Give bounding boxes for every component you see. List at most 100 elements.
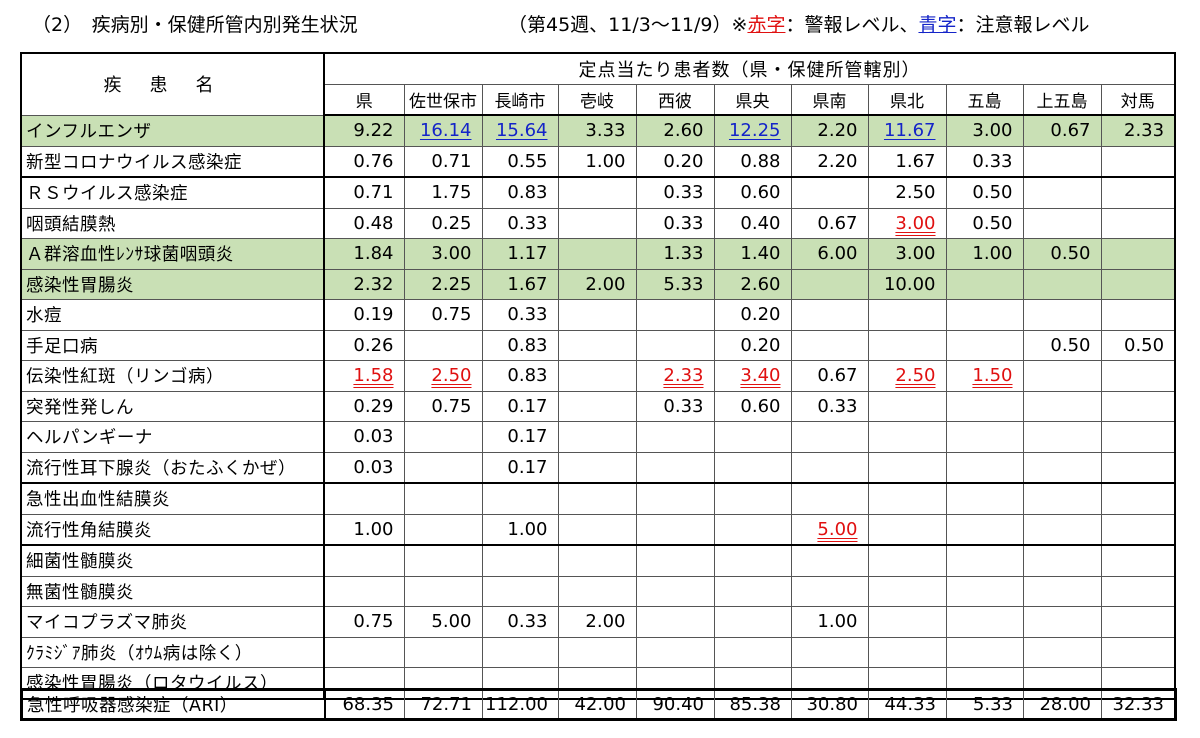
rate-cell [713,513,792,546]
rate-cell [557,513,637,546]
rate-value: 0.75 [431,304,472,326]
disease-row: インフルエンザ 9.22 16.14 15.64 3.33 2.60 12.25 2.20 11… [20,114,1176,147]
rate-cell [1100,360,1176,392]
rate-cell: 0.67 [790,360,869,392]
rate-cell: 2.33 [635,360,715,392]
rate-cell: 1.00 [323,513,405,546]
rate-cell: 0.29 [323,390,405,422]
rate-value: 0.71 [431,150,472,172]
rate-cell [1022,482,1102,515]
rate-cell: 0.33 [635,390,715,422]
rate-value: 0.60 [740,182,781,204]
column-header-row: 県佐世保市 長崎市 壱岐 西彼 県央 県南 県北 五島 上五島 対馬 [21,83,1176,116]
rate-cell [1100,451,1176,484]
rate-cell [1022,176,1102,209]
rate-cell [713,636,792,668]
alarm-value: 1.50 [972,365,1013,387]
rate-cell: 0.60 [713,390,792,422]
rate-cell [557,636,637,668]
rate-cell: 0.20 [635,145,715,178]
disease-row: 突発性発しん 0.29 0.75 0.17 0.33 0.60 0.33 [20,390,1176,422]
legend-blue-label: 青字 [918,14,957,36]
alarm-value: 5.00 [817,518,858,540]
rate-cell: 1.75 [403,176,483,209]
rate-value: 9.22 [353,120,394,142]
rate-cell [1022,421,1102,453]
rate-value: 2.20 [817,150,858,172]
rate-cell [1022,268,1102,300]
ari-value: 112.00 [482,689,559,720]
rate-cell: 1.67 [867,145,947,178]
rate-cell [945,329,1024,361]
ari-value: 42.00 [558,689,637,720]
rate-cell [1100,176,1176,209]
rate-value: 0.19 [353,304,394,326]
rate-value: 2.50 [895,182,936,204]
rate-cell [945,513,1024,546]
rate-cell [635,544,715,577]
rate-cell: 0.33 [481,606,559,638]
rate-cell: 1.00 [945,238,1024,270]
disease-name: 急性出血性結膜炎 [20,482,325,515]
rate-cell [790,451,869,484]
rate-cell: 0.67 [1022,114,1102,147]
disease-row: 咽頭結膜熱 0.48 0.25 0.33 0.33 0.40 0.67 3.00 0.50 [20,207,1176,239]
rate-value: 10.00 [883,273,936,295]
rate-value: 1.00 [507,518,548,540]
rate-cell: 0.25 [403,207,483,239]
advisory-value: 12.25 [728,120,781,142]
rate-value: 2.60 [740,273,781,295]
rate-cell [945,606,1024,638]
rate-value: 2.33 [1124,120,1165,142]
rate-value: 0.67 [817,365,858,387]
alarm-value: 3.00 [895,212,936,234]
ari-value: 30.80 [791,689,869,720]
rate-cell [635,299,715,331]
disease-row: 無菌性髄膜炎 [20,575,1176,607]
rate-value: 1.67 [507,273,548,295]
rate-value: 1.67 [895,150,936,172]
rate-value: 0.20 [740,334,781,356]
disease-row: Ａ群溶血性ﾚﾝｻ球菌咽頭炎 1.84 3.00 1.17 1.33 1.40 6.00 3.0… [20,238,1176,270]
rate-value: 3.33 [585,120,626,142]
rate-cell [1022,513,1102,546]
rate-cell: 1.84 [323,238,405,270]
rate-value: 0.50 [1124,334,1165,356]
rate-cell: 5.00 [790,513,869,546]
rate-cell [713,451,792,484]
rate-cell [557,575,637,607]
rate-cell [867,575,947,607]
rate-value: 0.25 [431,212,472,234]
rate-value: 1.75 [431,182,472,204]
rate-cell: 0.33 [481,207,559,239]
rate-cell: 6.00 [790,238,869,270]
rate-value: 0.83 [507,182,548,204]
ari-value: 32.33 [1101,689,1176,720]
rate-value: 0.83 [507,334,548,356]
rate-cell: 1.33 [635,238,715,270]
rate-cell: 0.33 [481,299,559,331]
rate-value: 0.76 [353,150,394,172]
rate-value: 1.84 [353,243,394,265]
rate-value: 0.29 [353,395,394,417]
rate-cell: 0.60 [713,176,792,209]
rate-value: 0.60 [740,395,781,417]
advisory-value: 15.64 [495,120,548,142]
rate-value: 1.00 [353,518,394,540]
rate-cell [945,544,1024,577]
rate-cell: 0.83 [481,176,559,209]
disease-table: 疾患名 定点当たり患者数（県・保健所管轄別） 県佐世保市 長崎市 壱岐 西彼 県央 県南県… [20,52,1177,700]
rate-cell: 1.58 [323,360,405,392]
rate-cell: 10.00 [867,268,947,300]
disease-name: ＲＳウイルス感染症 [20,176,325,209]
rate-value: 3.00 [895,243,936,265]
rate-cell [790,544,869,577]
rate-cell [481,482,559,515]
rate-cell [945,299,1024,331]
rate-cell: 3.00 [945,114,1024,147]
rate-cell: 15.64 [481,114,559,147]
rate-cell [557,360,637,392]
rate-cell [557,482,637,515]
column-header: 五島 [945,83,1024,116]
rate-value: 0.17 [507,395,548,417]
